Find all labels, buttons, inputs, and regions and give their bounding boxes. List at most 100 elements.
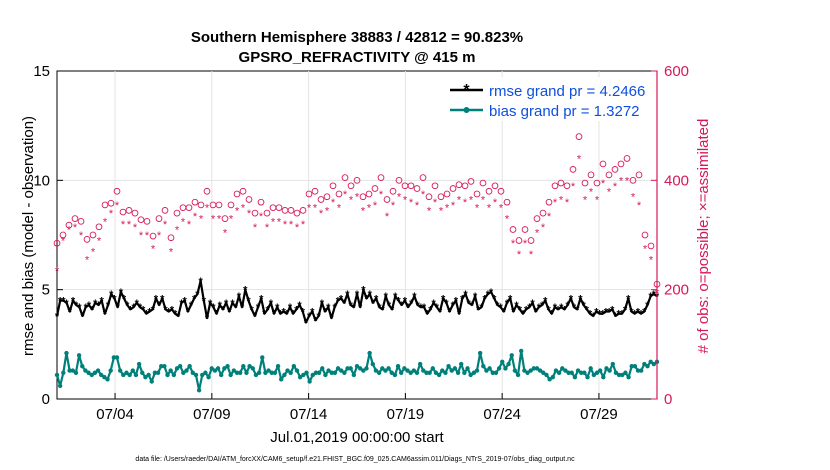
- obs-assimilated-point: *: [613, 181, 618, 193]
- obs-assimilated-point: *: [589, 186, 594, 198]
- obs-assimilated-point: *: [493, 197, 498, 209]
- obs-possible-point: [647, 242, 655, 250]
- rmse-point: *: [208, 298, 213, 310]
- rmse-point: *: [202, 296, 207, 308]
- bias-point: [225, 364, 230, 369]
- obs-assimilated-point: *: [199, 214, 204, 226]
- obs-possible-point: [155, 215, 163, 222]
- obs-assimilated-point: *: [61, 235, 66, 247]
- bias-point: [76, 353, 82, 358]
- rmse-point: *: [221, 304, 226, 316]
- obs-possible-point: [473, 190, 481, 198]
- bias-point: [582, 370, 587, 375]
- obs-assimilated-point: *: [421, 189, 426, 201]
- obs-assimilated-point: *: [235, 205, 240, 217]
- rmse-point: *: [556, 304, 561, 316]
- bias-point: [256, 370, 262, 375]
- obs-possible-point: [425, 193, 433, 201]
- rmse-point: *: [259, 293, 264, 305]
- rmse-point: *: [90, 304, 95, 316]
- obs-assimilated-point: *: [367, 203, 372, 215]
- obs-assimilated-point: *: [253, 222, 258, 234]
- bias-point: [528, 368, 533, 373]
- obs-assimilated-point: *: [229, 214, 234, 226]
- bias-point: [421, 368, 426, 373]
- bias-point: [57, 383, 63, 389]
- rmse-point: *: [77, 302, 82, 314]
- bias-point: [361, 368, 366, 373]
- bias-point: [417, 361, 423, 367]
- obs-assimilated-point: *: [283, 219, 288, 231]
- obs-assimilated-point: *: [355, 192, 360, 204]
- bias-point: [244, 370, 249, 375]
- bias-point: [490, 370, 495, 375]
- bias-point: [354, 364, 360, 369]
- rmse-point: *: [575, 304, 580, 316]
- rmse-point: *: [256, 302, 261, 314]
- rmse-point: *: [154, 293, 159, 305]
- obs-assimilated-point: *: [463, 197, 468, 209]
- bias-point: [313, 370, 319, 375]
- rmse-point: *: [74, 300, 79, 312]
- bias-point: [380, 366, 385, 371]
- obs-assimilated-point: *: [307, 203, 312, 215]
- obs-possible-point: [77, 217, 85, 225]
- rmse-point: *: [265, 304, 270, 316]
- bias-point: [117, 368, 123, 373]
- rmse-point: *: [269, 298, 274, 310]
- rmse-point: *: [55, 311, 60, 323]
- rmse-point: *: [562, 304, 567, 316]
- rmse-point: *: [396, 296, 401, 308]
- obs-possible-point: [353, 176, 361, 184]
- y2-tick-label: 0: [664, 391, 672, 408]
- bias-point: [111, 355, 117, 360]
- rmse-point: *: [307, 311, 312, 323]
- bias-point: [114, 355, 120, 360]
- bias-point: [348, 366, 353, 371]
- rmse-point: *: [585, 304, 590, 316]
- obs-assimilated-point: *: [361, 205, 366, 217]
- obs-assimilated-point: *: [385, 211, 390, 223]
- y-tick-label: 5: [42, 282, 50, 299]
- bias-point: [531, 366, 537, 371]
- bias-point: [455, 370, 461, 375]
- rmse-point: *: [93, 298, 98, 310]
- bias-point: [190, 370, 195, 375]
- y2-axis-label: # of obs: o=possible; ×=assimilated: [695, 119, 712, 354]
- obs-possible-point: [485, 187, 493, 195]
- obs-assimilated-point: *: [289, 219, 294, 231]
- rmse-point: *: [419, 302, 424, 314]
- rmse-point: *: [546, 304, 551, 316]
- rmse-point: *: [96, 300, 101, 312]
- rmse-point: *: [128, 304, 133, 316]
- rmse-point: *: [192, 293, 197, 305]
- rmse-point: *: [195, 289, 200, 301]
- bias-point: [165, 372, 170, 378]
- rmse-point: *: [80, 311, 85, 323]
- rmse-point: *: [613, 311, 618, 323]
- bias-point: [133, 372, 139, 378]
- bias-point: [620, 372, 625, 378]
- bias-point: [193, 372, 199, 378]
- rmse-point: *: [572, 302, 577, 314]
- rmse-point: *: [508, 293, 513, 305]
- obs-possible-point: [161, 207, 169, 214]
- rmse-point: *: [492, 293, 497, 305]
- y-tick-label: 0: [42, 391, 50, 408]
- obs-assimilated-point: *: [631, 192, 636, 204]
- bias-point: [537, 368, 543, 373]
- bias-point: [585, 374, 590, 380]
- obs-assimilated-point: *: [109, 208, 114, 220]
- rmse-point: *: [588, 309, 593, 321]
- obs-possible-point: [545, 198, 553, 206]
- bias-point: [215, 366, 221, 371]
- rmse-point: *: [514, 300, 519, 312]
- obs-assimilated-point: *: [313, 203, 318, 215]
- rmse-point: *: [310, 307, 315, 319]
- bias-point: [506, 361, 511, 367]
- obs-possible-point: [449, 185, 457, 192]
- bias-point: [152, 370, 158, 375]
- rmse-point: *: [291, 309, 296, 321]
- bias-point: [326, 368, 331, 373]
- bias-point: [187, 364, 192, 369]
